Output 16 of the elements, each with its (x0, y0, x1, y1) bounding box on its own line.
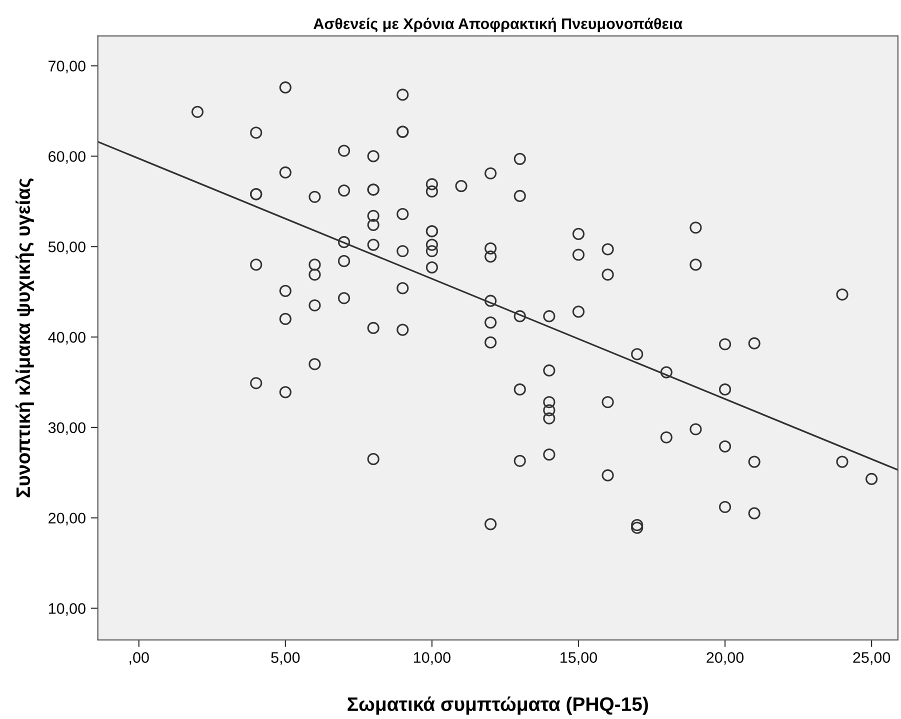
y-tick-label: 30,00 (48, 422, 86, 435)
y-tick-label: 70,00 (48, 60, 86, 74)
y-tick-label: 50,00 (48, 241, 86, 254)
y-tick-label: 10,00 (48, 603, 86, 616)
chart-title: Ασθενείς με Χρόνια Αποφρακτική Πνευμονοπάθεια (314, 18, 682, 32)
y-axis-title: Συνοπτική κλίμακα ψυχικής υγείας (15, 178, 34, 498)
x-tick-label: 25,00 (853, 652, 890, 665)
x-tick-label: 15,00 (560, 652, 598, 665)
y-tick-label: 60,00 (48, 151, 86, 164)
x-tick-label: ,00 (130, 652, 149, 665)
x-tick-label: 10,00 (414, 652, 450, 665)
x-tick-label: 20,00 (706, 652, 744, 665)
x-tick-label: 5,00 (271, 652, 300, 665)
x-axis-title: Σωματικά συμπτώματα (PHQ-15) (348, 696, 648, 715)
y-tick-label: 40,00 (48, 332, 86, 345)
y-tick-label: 20,00 (48, 512, 86, 526)
